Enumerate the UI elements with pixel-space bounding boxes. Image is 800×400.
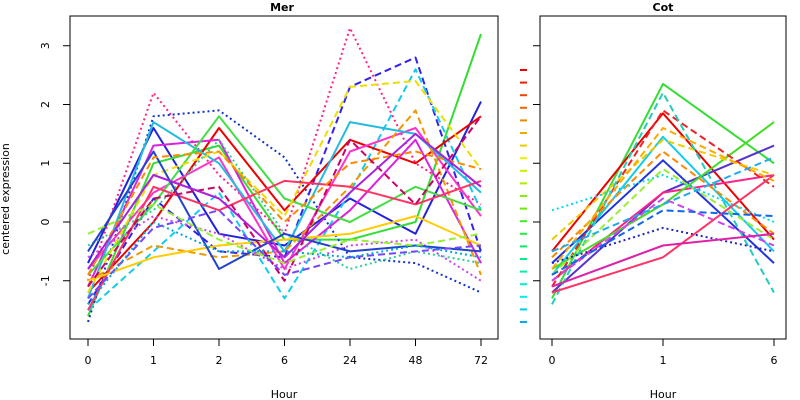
series-line (87, 150, 482, 270)
series-line (551, 174, 775, 282)
series-line (87, 80, 482, 293)
series-line (551, 121, 775, 270)
cot-x-axis: 0 1 6 (549, 339, 778, 367)
cot-panel: Cot 0 1 6 Hour (520, 1, 787, 400)
y-tick-label: 0 (39, 219, 52, 226)
series-line (87, 68, 482, 311)
x-tick-label: 6 (281, 354, 288, 367)
series-line (87, 56, 482, 305)
series-line (551, 138, 775, 241)
x-tick-label: 48 (409, 354, 423, 367)
series-line (87, 221, 482, 305)
y-axis-label: centered expression (0, 143, 12, 255)
series-line (551, 168, 775, 276)
series-line (87, 179, 482, 311)
series-line (551, 174, 775, 223)
y-tick-label: 3 (39, 42, 52, 49)
y-tick-label: -1 (39, 275, 52, 286)
x-tick-label: 2 (216, 354, 223, 367)
series-line (87, 132, 482, 270)
series-line (551, 226, 775, 265)
x-tick-label: 72 (474, 354, 488, 367)
cot-panel-title: Cot (653, 1, 674, 14)
series-line (551, 232, 775, 288)
series-line (87, 209, 482, 300)
mer-panel-title: Mer (270, 1, 294, 14)
mer-series-group (87, 27, 482, 323)
cot-x-axis-label: Hour (650, 388, 677, 400)
x-tick-label: 1 (660, 354, 667, 367)
cot-series-group (551, 82, 775, 305)
mer-y-axis: -1 0 1 2 3 (39, 42, 70, 286)
series-line (551, 174, 775, 294)
series-line (87, 115, 482, 288)
mer-x-axis: 0 1 2 6 24 48 72 (85, 339, 488, 367)
series-line (87, 101, 482, 264)
series-line (551, 91, 775, 305)
color-key-dashes (520, 69, 527, 323)
mer-panel: Mer 0 1 2 6 24 48 72 -1 0 1 2 3 Hour centered expr… (0, 1, 499, 400)
cot-y-axis (533, 45, 540, 282)
series-line (551, 109, 775, 288)
cot-plot-frame (539, 15, 787, 340)
y-tick-label: 1 (39, 160, 52, 167)
series-line (87, 150, 482, 276)
series-line (87, 109, 482, 323)
x-tick-label: 0 (85, 354, 92, 367)
series-line (551, 197, 775, 282)
y-tick-label: 2 (39, 101, 52, 108)
series-line (551, 209, 775, 276)
series-line (87, 127, 482, 270)
x-tick-label: 6 (771, 354, 778, 367)
x-tick-label: 24 (343, 354, 357, 367)
x-tick-label: 0 (549, 354, 556, 367)
series-line (551, 127, 775, 270)
series-line (87, 109, 482, 282)
series-line (87, 27, 482, 282)
series-line (551, 156, 775, 253)
series-line (87, 203, 482, 265)
x-tick-label: 1 (150, 354, 157, 367)
series-line (551, 82, 775, 299)
series-line (87, 215, 482, 282)
mer-x-axis-label: Hour (271, 388, 298, 400)
